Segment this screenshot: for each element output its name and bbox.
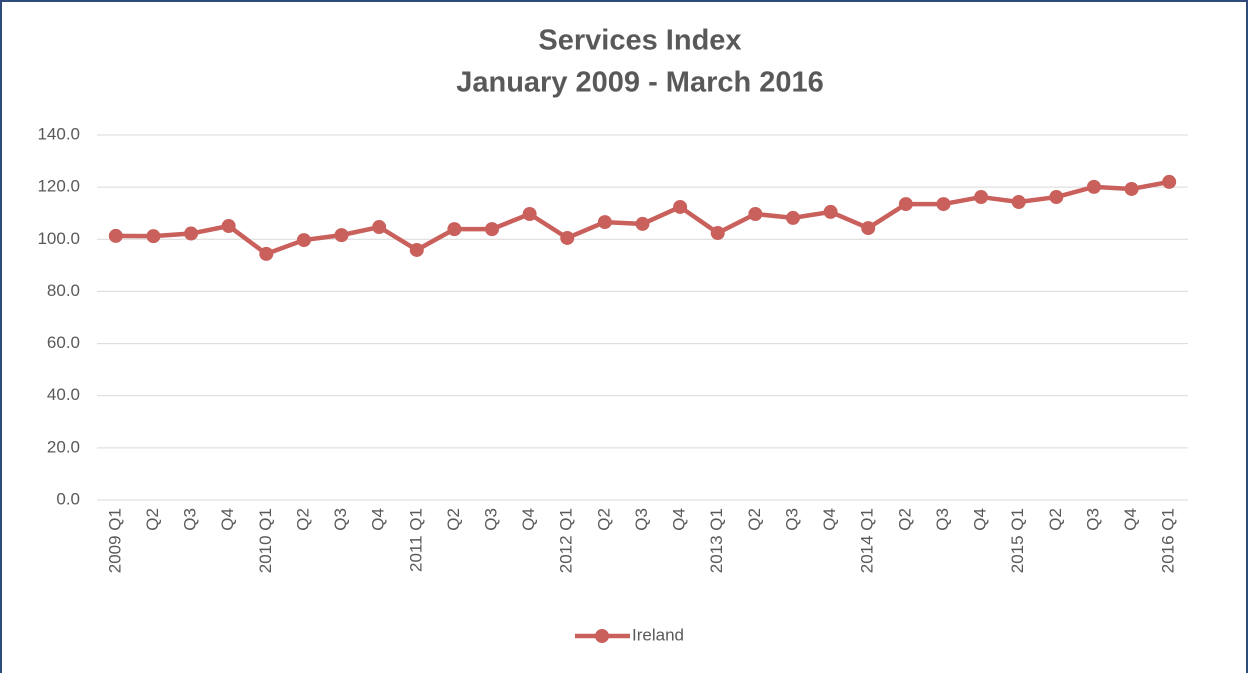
point — [898, 197, 913, 212]
y-tick-label: 40.0 — [47, 385, 80, 404]
x-tick-label: 2015 Q1 — [1008, 508, 1027, 573]
x-tick-label: Q2 — [143, 508, 162, 531]
x-tick-label: Q3 — [632, 508, 651, 531]
x-tick-label: 2010 Q1 — [256, 508, 275, 573]
x-tick-label: 2009 Q1 — [105, 508, 124, 573]
x-tick-label: Q2 — [1046, 508, 1065, 531]
x-tick-label: Q4 — [670, 508, 689, 531]
point — [447, 222, 462, 237]
y-tick-label: 120.0 — [37, 177, 80, 196]
point — [635, 216, 650, 231]
point — [184, 226, 199, 241]
point — [1011, 195, 1026, 210]
y-tick-label: 60.0 — [47, 333, 80, 352]
x-tick-label: Q2 — [895, 508, 914, 531]
point — [296, 233, 311, 248]
point — [1086, 179, 1101, 194]
x-tick-label: 2012 Q1 — [557, 508, 576, 573]
point — [485, 222, 500, 237]
point — [1049, 190, 1064, 205]
x-tick-label: Q2 — [444, 508, 463, 531]
point — [560, 230, 575, 245]
x-tick-label: Q4 — [369, 508, 388, 531]
legend-marker — [595, 629, 609, 643]
point — [1162, 174, 1177, 189]
x-tick-label: Q3 — [482, 508, 501, 531]
point — [861, 221, 876, 236]
y-tick-label: 140.0 — [37, 124, 80, 143]
x-tick-label: Q2 — [293, 508, 312, 531]
point — [710, 226, 725, 241]
y-tick-label: 80.0 — [47, 281, 80, 300]
x-tick-label: Q4 — [218, 508, 237, 531]
point — [221, 218, 236, 233]
x-tick-label: Q4 — [971, 508, 990, 531]
point — [974, 190, 989, 205]
point — [1124, 181, 1139, 196]
x-tick-label: Q3 — [933, 508, 952, 531]
point — [372, 220, 387, 235]
x-tick-label: Q3 — [331, 508, 350, 531]
x-tick-label: Q4 — [519, 508, 538, 531]
x-tick-label: Q3 — [1083, 508, 1102, 531]
point — [522, 206, 537, 221]
x-tick-label: 2013 Q1 — [707, 508, 726, 573]
x-tick-label: Q4 — [1121, 508, 1140, 531]
chart-subtitle: January 2009 - March 2016 — [456, 67, 824, 99]
point — [259, 246, 274, 261]
x-tick-label: 2014 Q1 — [858, 508, 877, 573]
x-tick-label: 2011 Q1 — [406, 508, 425, 572]
legend-label: Ireland — [632, 625, 684, 644]
y-tick-label: 0.0 — [56, 489, 80, 508]
point — [409, 242, 424, 257]
point — [673, 199, 688, 214]
x-tick-label: Q2 — [745, 508, 764, 531]
x-tick-label: 2016 Q1 — [1159, 508, 1178, 573]
chart-title: Services Index — [538, 25, 741, 57]
point — [146, 229, 161, 244]
y-tick-label: 100.0 — [37, 229, 80, 248]
point — [597, 215, 612, 230]
y-tick-label: 20.0 — [47, 437, 80, 456]
point — [748, 206, 763, 221]
point — [785, 210, 800, 225]
point — [334, 228, 349, 243]
point — [936, 197, 951, 212]
point — [823, 204, 838, 219]
x-tick-label: Q4 — [820, 508, 839, 531]
point — [108, 228, 123, 243]
x-tick-label: Q3 — [782, 508, 801, 531]
x-tick-label: Q2 — [594, 508, 613, 531]
x-tick-label: Q3 — [181, 508, 200, 531]
